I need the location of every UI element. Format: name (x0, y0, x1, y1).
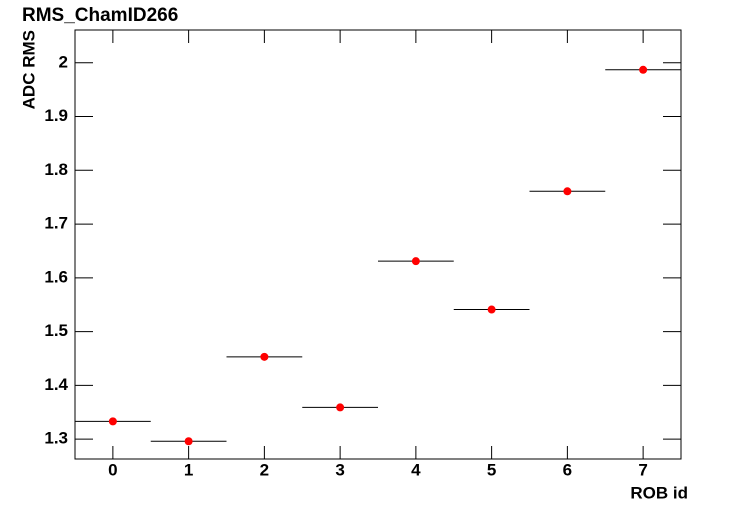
marker (184, 437, 193, 446)
y-tick-label: 1.3 (44, 429, 68, 448)
marker (108, 417, 117, 426)
x-tick-label: 7 (638, 460, 647, 479)
y-tick-label: 1.9 (44, 106, 68, 125)
y-tick-label: 1.8 (44, 160, 68, 179)
x-tick-label: 1 (184, 460, 193, 479)
marker (487, 305, 496, 314)
y-tick-label: 2 (59, 52, 68, 71)
x-tick-label: 6 (563, 460, 572, 479)
y-tick-label: 1.7 (44, 214, 68, 233)
marker (639, 65, 648, 74)
x-tick-label: 0 (108, 460, 117, 479)
chart-title: RMS_ChamID266 (22, 5, 178, 26)
plot-frame (74, 29, 682, 460)
marker (336, 403, 345, 412)
y-tick-label: 1.6 (44, 267, 68, 286)
y-tick-label: 1.5 (44, 321, 68, 340)
marker (563, 187, 572, 196)
marker (260, 352, 269, 361)
x-tick-label: 3 (335, 460, 344, 479)
x-axis-label: ROB id (630, 483, 688, 502)
y-axis-label: ADC RMS (19, 30, 38, 109)
x-tick-label: 4 (411, 460, 421, 479)
marker (411, 257, 420, 266)
x-tick-label: 2 (260, 460, 269, 479)
y-tick-label: 1.4 (44, 375, 68, 394)
x-tick-label: 5 (487, 460, 496, 479)
